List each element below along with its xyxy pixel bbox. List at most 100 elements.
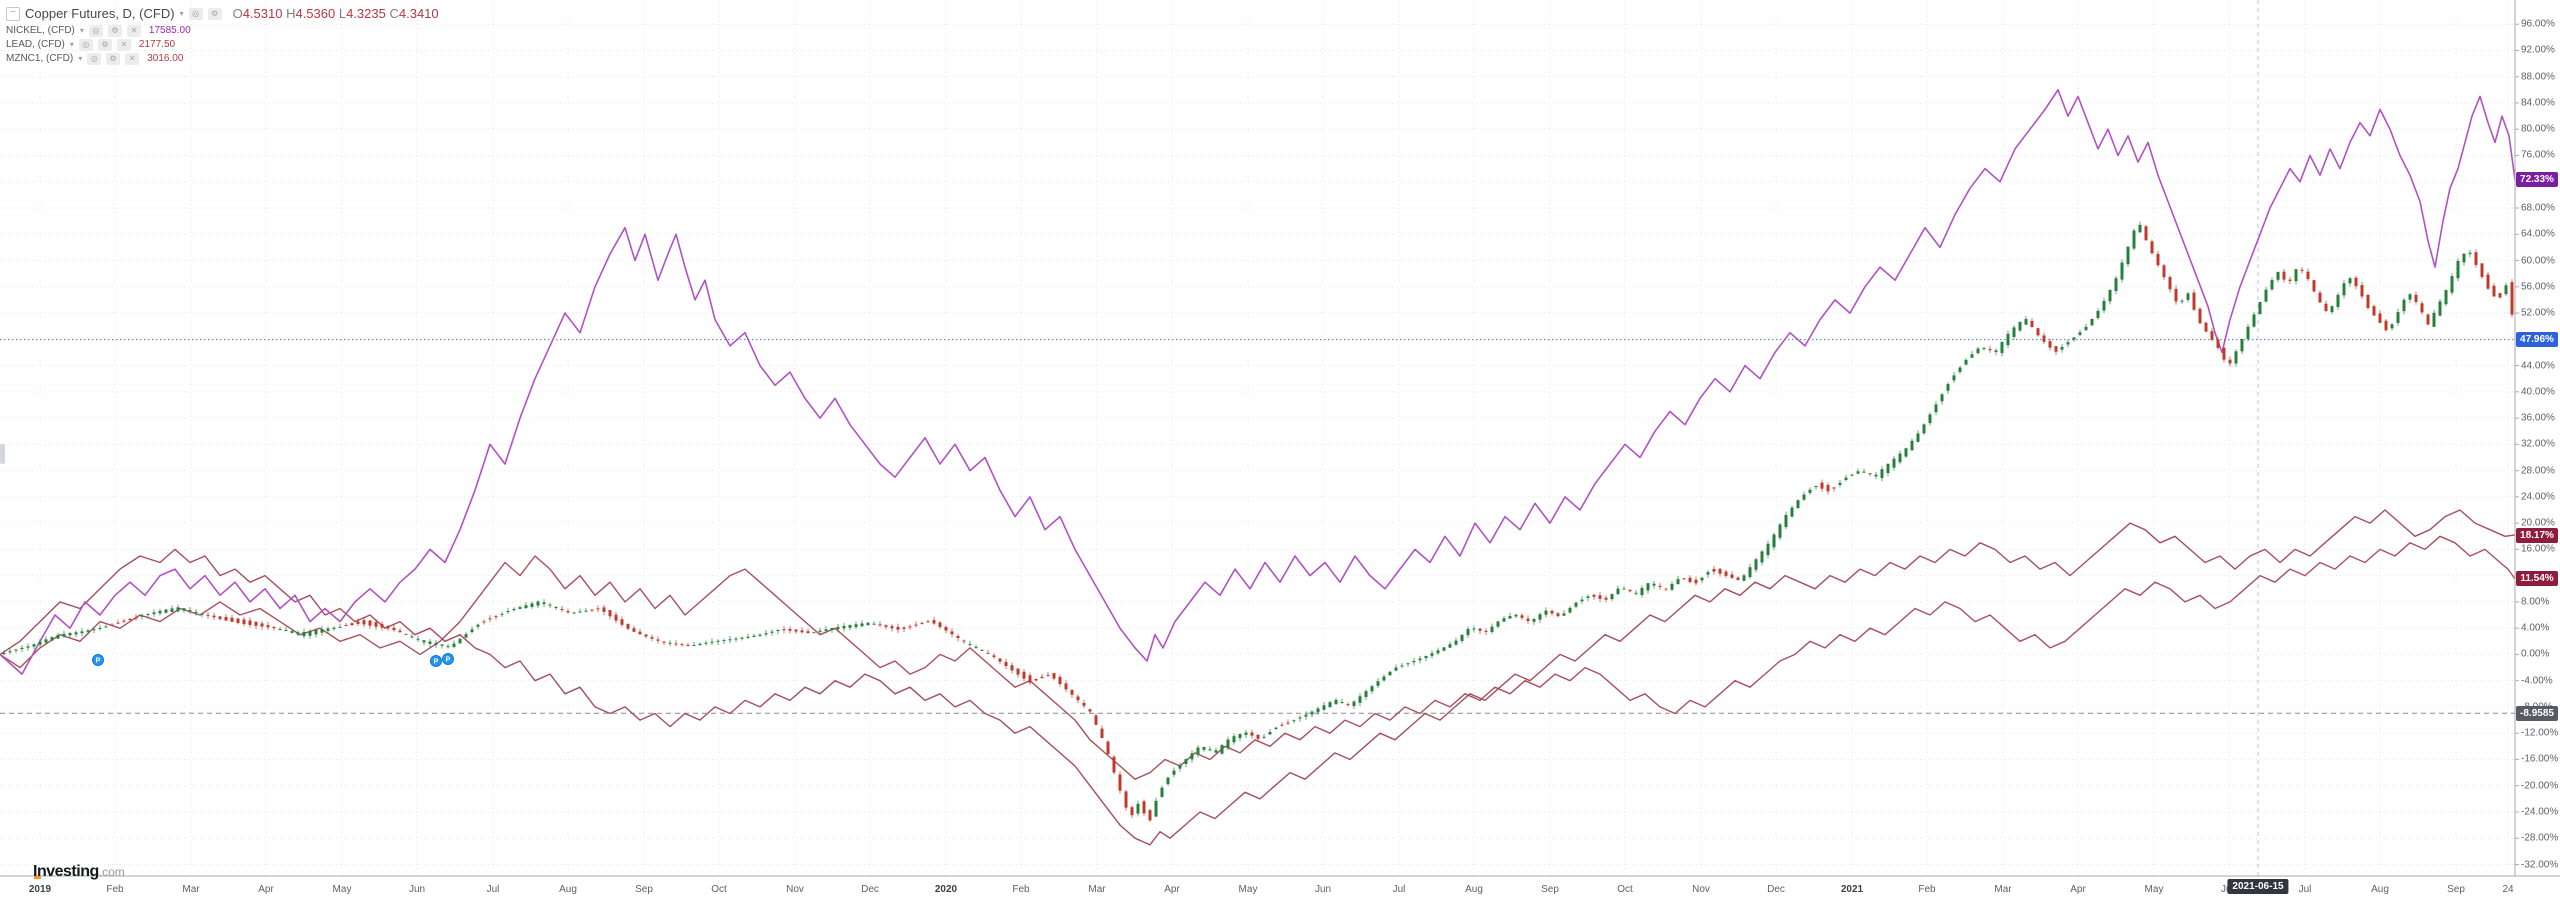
candle-body: [2378, 313, 2382, 323]
settings-icon[interactable]: ⚙: [97, 38, 112, 51]
candle-body: [788, 628, 792, 631]
price-tick-label: 32.00%: [2521, 438, 2555, 450]
candle-body: [2264, 289, 2268, 302]
candle-body: [92, 629, 96, 631]
candle-body: [302, 632, 306, 637]
price-tick-label: 28.00%: [2521, 465, 2555, 477]
time-tick-label: Mar: [182, 884, 200, 895]
close-icon[interactable]: ✕: [116, 38, 131, 51]
position-marker[interactable]: P: [430, 655, 442, 667]
candle-body: [2510, 282, 2514, 315]
candle-body: [1322, 705, 1326, 710]
candle-body: [1220, 744, 1224, 754]
candle-body: [344, 625, 348, 627]
candle-body: [278, 628, 282, 630]
settings-icon[interactable]: ⚙: [207, 7, 222, 20]
overlay-symbol[interactable]: LEAD, (CFD): [6, 39, 65, 50]
candle-body: [1016, 668, 1020, 675]
visibility-icon[interactable]: ◎: [88, 24, 103, 37]
candle-body: [2012, 327, 2016, 338]
chevron-down-icon[interactable]: ▾: [79, 26, 84, 35]
candle-body: [620, 619, 624, 625]
candle-body: [500, 613, 504, 615]
chevron-down-icon[interactable]: ▾: [179, 9, 184, 18]
copper-candles[interactable]: [2, 221, 2514, 822]
position-marker[interactable]: P: [442, 653, 454, 665]
time-tick-label: Nov: [1692, 884, 1710, 895]
close-icon[interactable]: ✕: [125, 52, 140, 65]
candle-body: [1544, 610, 1548, 615]
price-tick-label: 16.00%: [2521, 543, 2555, 555]
candle-body: [1604, 597, 1608, 600]
candle-body: [2282, 271, 2286, 280]
candle-body: [140, 615, 144, 617]
series-line-lead[interactable]: [0, 535, 2516, 780]
candle-body: [458, 638, 462, 644]
price-tick-label: 0.00%: [2521, 648, 2550, 660]
candle-body: [2222, 347, 2226, 360]
candle-body: [512, 608, 516, 611]
settings-icon[interactable]: ⚙: [107, 24, 122, 37]
main-symbol-title[interactable]: Copper Futures, D, (CFD): [25, 6, 175, 21]
candle-body: [1796, 500, 1800, 509]
price-tick-label: 24.00%: [2521, 491, 2555, 503]
price-badge: 18.17%: [2516, 527, 2558, 543]
candle-body: [716, 640, 720, 642]
settings-icon[interactable]: ⚙: [106, 52, 121, 65]
overlay-symbol[interactable]: MZNC1, (CFD): [6, 53, 74, 64]
position-marker[interactable]: P: [92, 654, 104, 666]
candle-body: [374, 622, 378, 627]
legend-collapse-icon[interactable]: −: [6, 6, 20, 21]
time-tick-label: Aug: [1465, 884, 1483, 895]
series-line-mznc1[interactable]: [0, 509, 2516, 846]
visibility-icon[interactable]: ◎: [78, 38, 93, 51]
candle-body: [1004, 661, 1008, 667]
candle-body: [2384, 320, 2388, 331]
time-tick-label: 2020: [934, 884, 958, 895]
candle-body: [926, 621, 930, 623]
overlay-symbol[interactable]: NICKEL, (CFD): [6, 25, 75, 36]
candle-body: [1160, 787, 1164, 797]
marker-glyph: P: [96, 658, 101, 665]
visibility-icon[interactable]: ◎: [188, 7, 203, 20]
candle-body: [506, 610, 510, 613]
candle-body: [1118, 774, 1122, 791]
candle-body: [1292, 720, 1296, 722]
candle-body: [1094, 715, 1098, 725]
time-tick-label: May: [2144, 884, 2164, 895]
candle-body: [1268, 732, 1272, 735]
price-tick-label: 96.00%: [2521, 18, 2555, 30]
candle-body: [1412, 660, 1416, 663]
close-icon[interactable]: ✕: [126, 24, 141, 37]
chevron-down-icon[interactable]: ▾: [69, 40, 74, 49]
low-value: 4.3235: [346, 6, 386, 21]
left-axis-grip[interactable]: [0, 444, 5, 464]
chevron-down-icon[interactable]: ▾: [78, 54, 83, 63]
candle-body: [164, 609, 168, 613]
candle-body: [1844, 477, 1848, 480]
visibility-icon[interactable]: ◎: [87, 52, 102, 65]
series-line-nickel[interactable]: [0, 89, 2516, 675]
candle-body: [962, 640, 966, 642]
candle-body: [872, 623, 876, 625]
candle-body: [116, 622, 120, 624]
candle-body: [2252, 314, 2256, 327]
candle-body: [1820, 482, 1824, 489]
time-tick-label: Feb: [106, 884, 124, 895]
candle-body: [1964, 359, 1968, 365]
candle-body: [920, 622, 924, 624]
candle-body: [1736, 577, 1740, 581]
candle-body: [578, 611, 582, 613]
candle-body: [1250, 732, 1254, 736]
candle-body: [1406, 663, 1410, 665]
candle-body: [2468, 252, 2472, 255]
candle-body: [1394, 667, 1398, 671]
candle-body: [206, 614, 210, 616]
overlay-row-nickel: NICKEL, (CFD) ▾ ◎ ⚙ ✕ 17585.00: [6, 24, 439, 37]
candle-body: [1316, 708, 1320, 713]
candle-body: [1976, 348, 1980, 354]
candle-body: [1364, 691, 1368, 697]
candle-body: [2126, 246, 2130, 265]
candle-body: [1874, 474, 1878, 477]
